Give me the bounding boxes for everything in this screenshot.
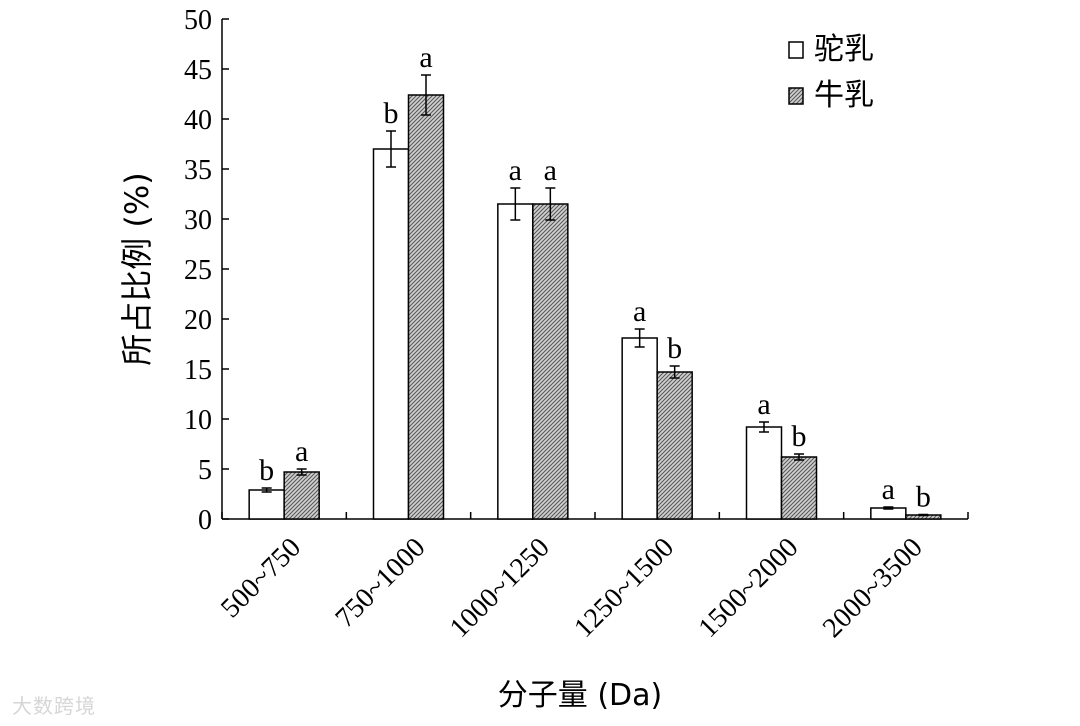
y-axis-label: 所占比例 (%) (118, 172, 156, 366)
significance-letter: a (509, 154, 522, 187)
significance-letter: a (544, 154, 557, 187)
bar-camel-milk (497, 203, 534, 520)
y-tick-label: 20 (184, 305, 212, 336)
bar-cow-milk (656, 371, 693, 520)
significance-letter: a (295, 435, 308, 468)
bar-camel-milk (248, 489, 285, 520)
bar-camel-milk (745, 426, 783, 520)
y-tick-label: 10 (184, 405, 212, 436)
y-tick-label: 40 (184, 105, 212, 136)
significance-letter: b (792, 420, 807, 453)
watermark: 大数跨境 (12, 694, 96, 718)
significance-letter: a (882, 473, 895, 506)
x-tick-label: 1250~1500 (568, 532, 680, 644)
significance-letter: b (384, 97, 399, 130)
bar-cow-milk (283, 471, 320, 520)
significance-letter: b (916, 481, 931, 514)
x-tick-label: 2000~3500 (817, 532, 929, 644)
y-tick-label: 25 (184, 255, 212, 286)
x-tick-label: 750~1000 (330, 532, 432, 634)
legend-label-cow-milk: 牛乳 (814, 78, 874, 113)
bar-camel-milk (621, 337, 658, 520)
legend-swatch-cow-milk (788, 87, 804, 105)
x-axis-label: 分子量 (Da) (498, 678, 662, 713)
y-tick-label: 45 (184, 55, 212, 86)
y-tick-label: 35 (184, 155, 212, 186)
bar-cow-milk (407, 94, 445, 520)
y-tick-label: 50 (184, 5, 212, 36)
x-tick-label: 1500~2000 (693, 532, 805, 644)
bar-camel-milk (372, 148, 410, 520)
legend-swatch-camel-milk (788, 41, 804, 59)
y-tick-label: 30 (184, 205, 212, 236)
y-tick-label: 5 (198, 455, 212, 486)
significance-letter: b (667, 332, 682, 365)
x-tick-label: 500~750 (215, 532, 307, 624)
legend-label-camel-milk: 驼乳 (814, 32, 874, 67)
significance-letter: a (757, 388, 770, 421)
y-tick-label: 15 (184, 355, 212, 386)
bar-cow-milk (780, 456, 818, 520)
significance-letter: b (259, 454, 274, 487)
x-tick-label: 1000~1250 (444, 532, 556, 644)
y-tick-label: 0 (198, 505, 212, 536)
bar-cow-milk (532, 203, 569, 520)
significance-letter: a (633, 295, 646, 328)
significance-letter: a (419, 41, 432, 74)
